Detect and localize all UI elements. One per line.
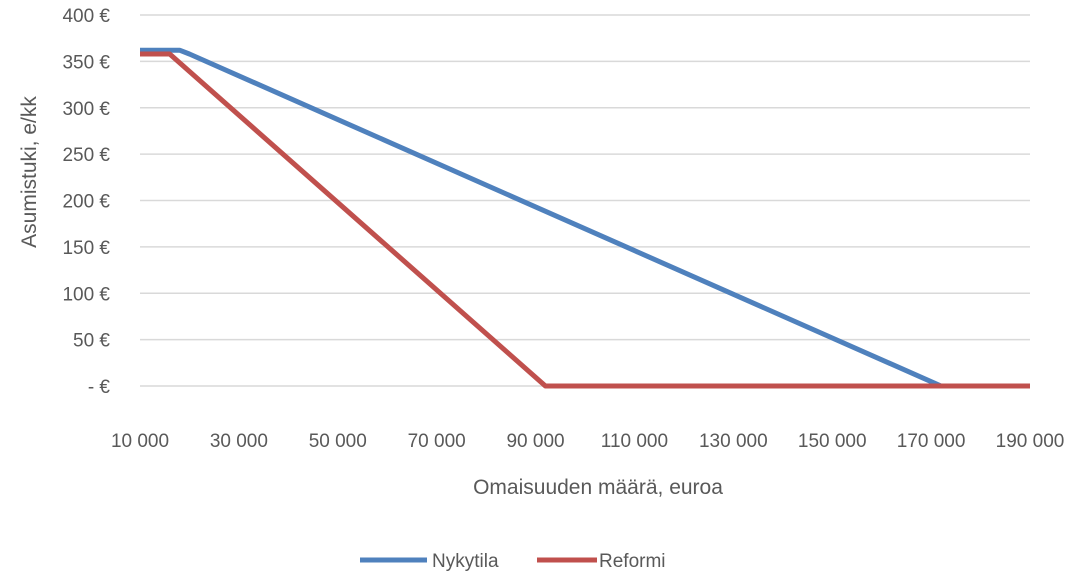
y-tick-label: 400 € — [62, 6, 110, 27]
y-tick-label: 350 € — [62, 52, 110, 73]
x-tick-label: 170 000 — [897, 431, 966, 452]
y-tick-label: 200 € — [62, 192, 110, 213]
y-tick-label: 150 € — [62, 238, 110, 259]
grid-layer — [140, 14, 1030, 387]
y-tick-label: 250 € — [62, 145, 110, 166]
legend-label-nykytila: Nykytila — [432, 551, 499, 572]
y-tick-label: - € — [88, 377, 111, 398]
x-tick-label: 190 000 — [996, 431, 1065, 452]
series-layer — [140, 47, 1030, 389]
series-line-nykytila — [140, 47, 1030, 389]
x-tick-label: 150 000 — [798, 431, 867, 452]
y-tick-labels: - € 50 € 100 € 150 € 200 € 250 € 300 € 350 € 400… — [62, 6, 110, 398]
x-tick-label: 50 000 — [309, 431, 367, 452]
y-tick-label: 100 € — [62, 284, 110, 305]
x-tick-label: 30 000 — [210, 431, 268, 452]
x-axis-title: Omaisuuden määrä, euroa — [473, 476, 723, 499]
x-tick-label: 110 000 — [601, 431, 668, 452]
x-tick-labels: 10 000 30 000 50 000 70 000 90 000 110 000 130… — [111, 431, 1064, 452]
series-line-reformi — [140, 51, 1030, 389]
y-tick-label: 50 € — [73, 331, 110, 352]
y-axis-title: Asumistuki, e/kk — [18, 96, 41, 248]
legend: Nykytila Reformi — [360, 551, 666, 572]
x-tick-label: 70 000 — [408, 431, 466, 452]
legend-label-reformi: Reformi — [599, 551, 666, 572]
x-tick-label: 130 000 — [699, 431, 768, 452]
y-tick-label: 300 € — [62, 99, 110, 120]
x-tick-label: 90 000 — [506, 431, 564, 452]
x-tick-label: 10 000 — [111, 431, 169, 452]
